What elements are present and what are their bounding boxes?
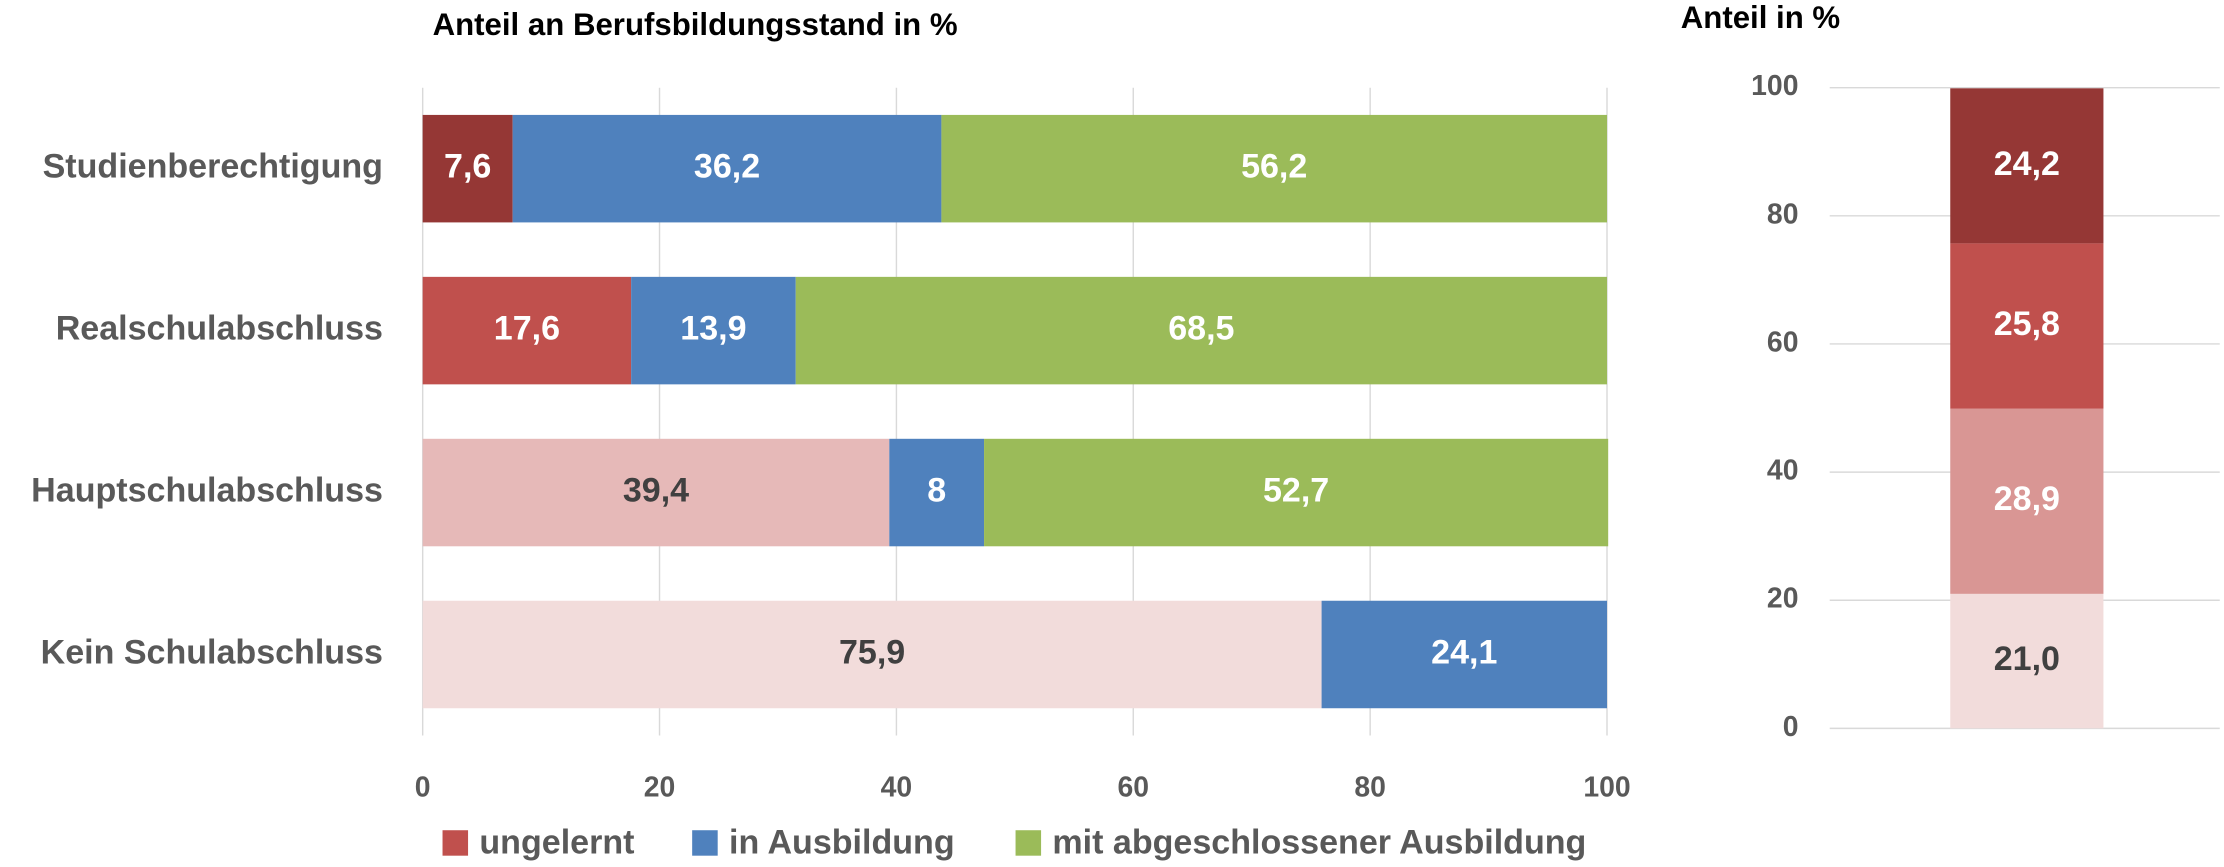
legend-swatch	[1015, 830, 1042, 856]
data-label: 25,8	[1994, 305, 2060, 343]
bar-segment	[1950, 243, 2104, 409]
data-label: 7,6	[444, 148, 491, 186]
data-label: 8	[927, 472, 946, 510]
bar-segment	[984, 438, 1609, 547]
x-tick-label: 80	[1354, 772, 1386, 804]
bar-segment	[422, 276, 632, 385]
bar-segment	[1950, 593, 2104, 729]
chart-title: Anteil an Berufsbildungsstand in %	[433, 7, 958, 42]
bar-segment	[1950, 88, 2104, 244]
data-label: 52,7	[1263, 472, 1329, 510]
data-label: 17,6	[494, 310, 560, 348]
y-tick-label: Hauptschulabschluss	[31, 472, 383, 510]
data-label: 21,0	[1994, 640, 2060, 678]
y-tick-label: 60	[1767, 326, 1799, 358]
y-tick-label: 20	[1767, 583, 1799, 615]
x-tick-label: 40	[881, 772, 913, 804]
y-tick-label: 40	[1767, 455, 1799, 487]
bar-segment	[1321, 600, 1608, 709]
data-label: 24,2	[1994, 145, 2060, 183]
data-label: 39,4	[623, 472, 689, 510]
data-label: 36,2	[694, 148, 760, 186]
x-tick-label: 60	[1118, 772, 1150, 804]
data-label: 24,1	[1431, 634, 1497, 672]
bar-segment	[631, 276, 796, 385]
bar-segment	[422, 114, 513, 223]
y-tick-label: Kein Schulabschluss	[41, 634, 383, 672]
y-tick-label: 0	[1783, 711, 1799, 743]
legend-swatch	[442, 830, 469, 856]
legend-label: ungelernt	[479, 823, 634, 861]
bar-segment	[941, 114, 1608, 223]
x-tick-label: 0	[415, 772, 431, 804]
legend-label: in Ausbildung	[729, 823, 955, 861]
data-label: 13,9	[680, 310, 746, 348]
bar-segment	[422, 438, 890, 547]
data-label: 28,9	[1994, 480, 2060, 518]
bar-segment	[1950, 408, 2104, 594]
data-label: 68,5	[1168, 310, 1234, 348]
bar-segment	[795, 276, 1608, 385]
y-tick-label: Realschulabschluss	[56, 310, 383, 348]
data-label: 56,2	[1241, 148, 1307, 186]
bar-segment	[422, 600, 1322, 709]
bar-segment	[512, 114, 942, 223]
y-tick-label: 100	[1751, 70, 1798, 102]
x-tick-label: 100	[1583, 772, 1630, 804]
y-tick-label: Studienberechtigung	[43, 148, 383, 186]
y-tick-label: 80	[1767, 198, 1799, 230]
legend-swatch	[692, 830, 718, 856]
bar-segment	[889, 438, 985, 547]
legend-label: mit abgeschlossener Ausbildung	[1052, 823, 1586, 861]
x-tick-label: 20	[644, 772, 676, 804]
data-label: 75,9	[839, 634, 905, 672]
chart-title: Anteil in %	[1681, 0, 1840, 35]
